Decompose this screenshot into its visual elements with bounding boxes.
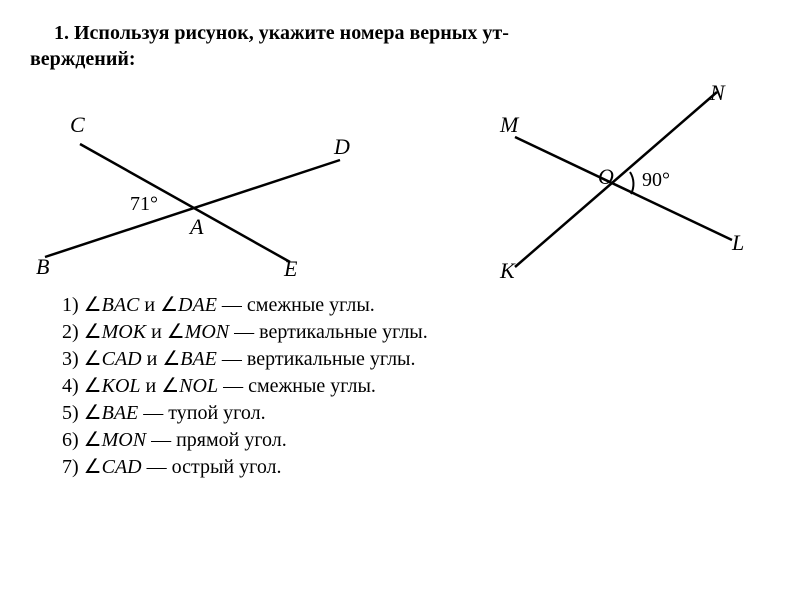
label-E: E xyxy=(283,256,298,281)
statement-7: 7) ∠CAD — острый угол. xyxy=(62,454,770,481)
label-O: O xyxy=(598,164,614,189)
figures-row: C D A B E 71° N M O L K 90° xyxy=(30,82,770,282)
task-number: 1. xyxy=(54,22,69,44)
angle-90: 90° xyxy=(642,169,670,191)
label-L: L xyxy=(731,230,744,255)
label-A: A xyxy=(188,214,204,239)
angle-71: 71° xyxy=(130,193,158,215)
header-text-2: верждений: xyxy=(30,48,136,70)
label-B: B xyxy=(36,254,49,279)
statement-5: 5) ∠BAE — тупой угол. xyxy=(62,400,770,427)
statement-3: 3) ∠CAD и ∠BAE — вертикальные углы. xyxy=(62,346,770,373)
header-text-1: Используя рисунок, укажите номера верных… xyxy=(74,22,509,44)
label-N: N xyxy=(709,82,726,105)
label-D: D xyxy=(333,134,350,159)
statement-6: 6) ∠MON — прямой угол. xyxy=(62,427,770,454)
label-M: M xyxy=(499,112,520,137)
label-K: K xyxy=(499,258,516,282)
statement-4: 4) ∠KOL и ∠NOL — смежные углы. xyxy=(62,373,770,400)
label-C: C xyxy=(70,112,85,137)
statement-1: 1) ∠BAC и ∠DAE — смежные углы. xyxy=(62,292,770,319)
task-header: 1. Используя рисунок, укажите номера вер… xyxy=(30,20,770,72)
figure-left: C D A B E 71° xyxy=(30,82,380,282)
figure-right: N M O L K 90° xyxy=(420,82,770,282)
statements-list: 1) ∠BAC и ∠DAE — смежные углы. 2) ∠MOK и… xyxy=(62,292,770,481)
statement-2: 2) ∠MOK и ∠MON — вертикальные углы. xyxy=(62,319,770,346)
